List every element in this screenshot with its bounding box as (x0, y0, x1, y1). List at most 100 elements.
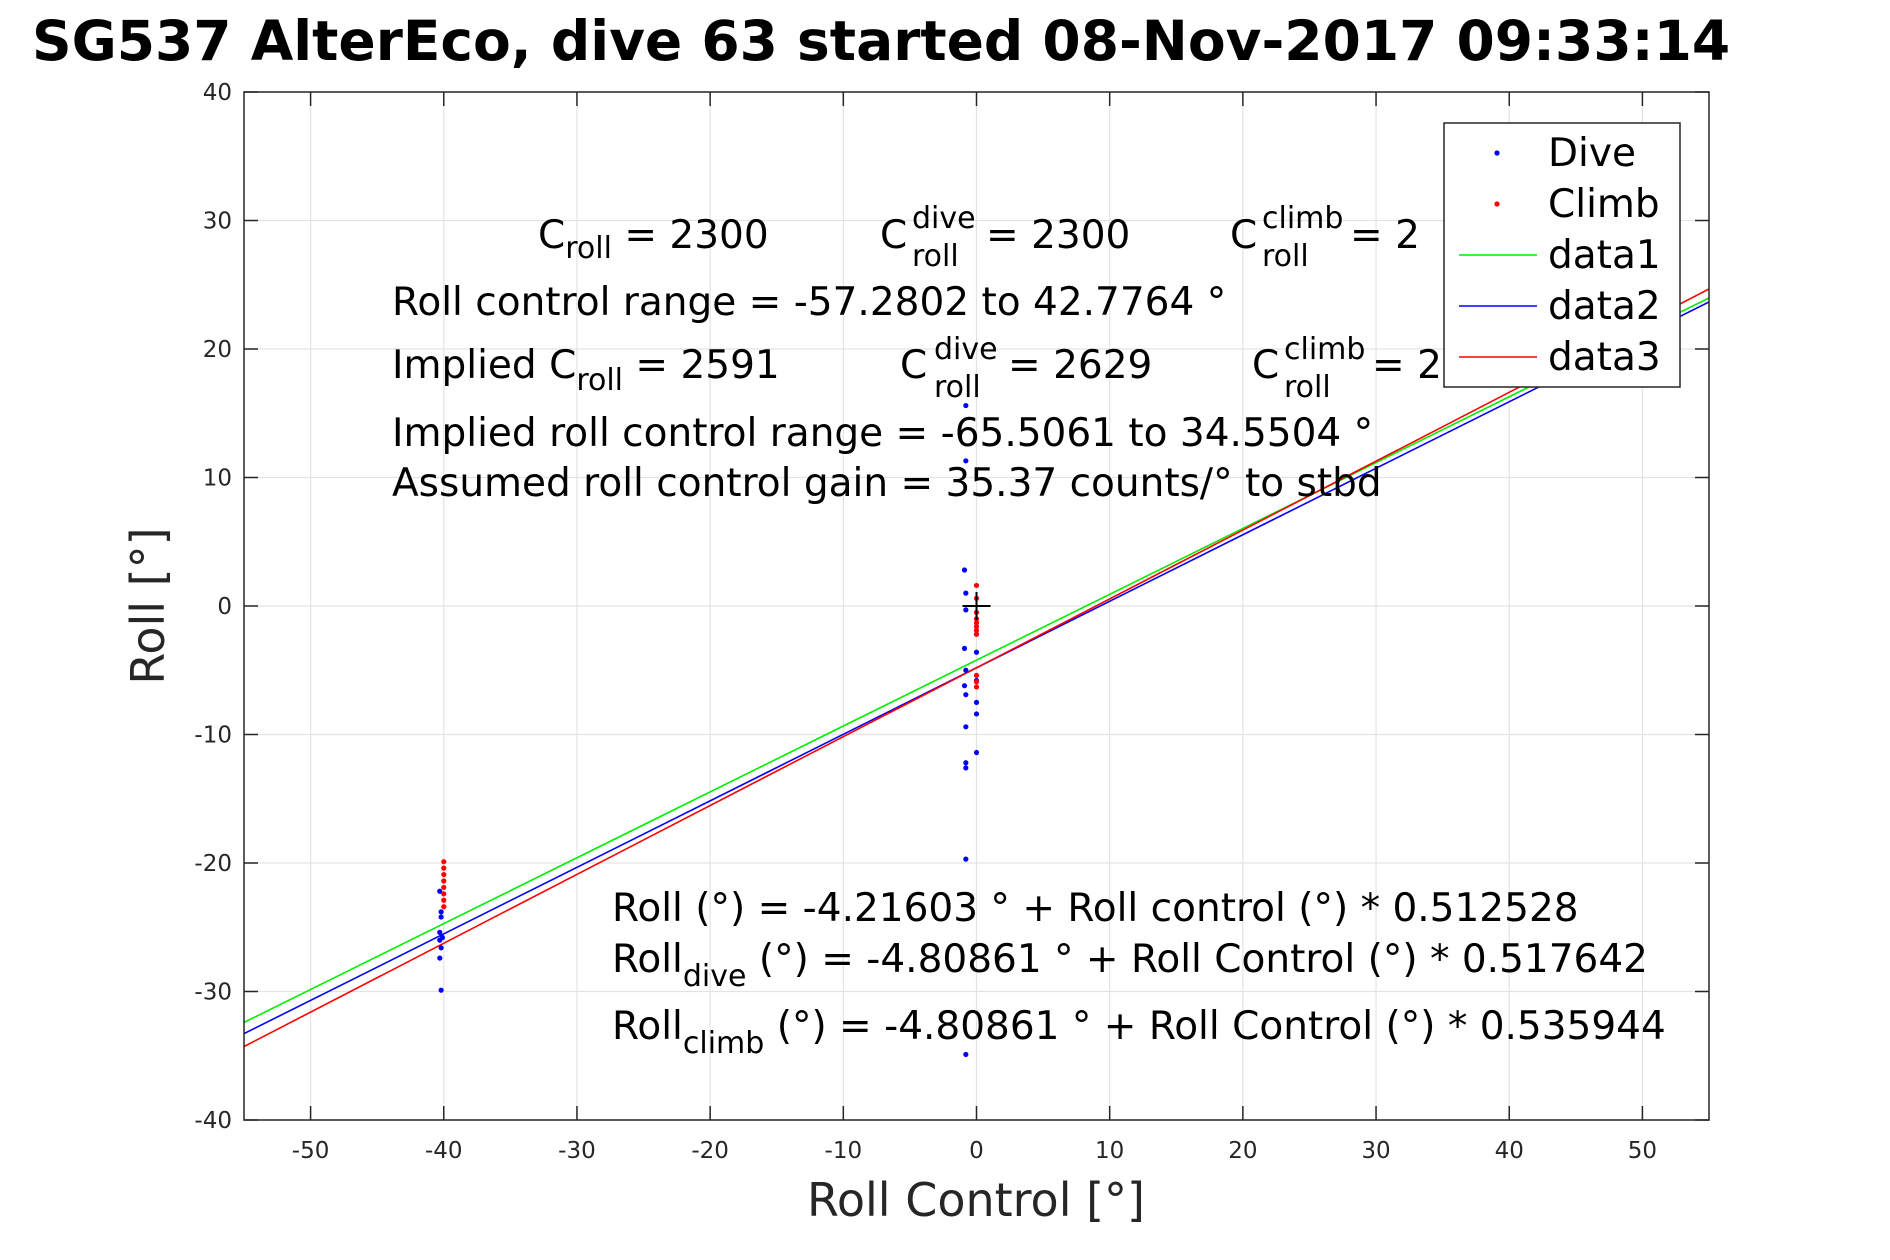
annotations: Croll = 2300 C dive roll = 2300 C climb … (392, 201, 1666, 1061)
chart-title: SG537 AlterEco, dive 63 started 08-Nov-2… (32, 9, 1730, 73)
point-dive (963, 607, 969, 613)
point-dive (438, 987, 444, 993)
annotation-implied-croll-dive-sup: dive (934, 332, 998, 367)
y-tick-label: -40 (194, 1108, 232, 1134)
point-climb (441, 904, 447, 910)
point-dive (963, 765, 969, 771)
axis-ticks: -50 -40 -30 -20 -10 0 10 20 30 40 50 40 30 20 10 0 -10 -2… (194, 80, 1709, 1164)
point-dive (438, 909, 444, 915)
x-tick-label: -40 (425, 1138, 463, 1164)
annotation-croll-dive-sup: dive (912, 201, 976, 236)
annotation-croll-dive-sub: roll (912, 239, 959, 274)
annotation-implied-croll-dive: C (900, 343, 927, 388)
x-tick-label: 50 (1628, 1138, 1657, 1164)
point-dive (963, 856, 969, 862)
annotation-croll-climb-value: = 2 (1350, 213, 1420, 258)
point-dive (963, 760, 969, 766)
y-axis-label: Roll [°] (121, 527, 175, 684)
point-dive (963, 692, 969, 698)
fit-lines (244, 288, 1709, 1048)
y-tick-label: 20 (203, 337, 232, 363)
x-tick-label: -10 (825, 1138, 863, 1164)
annotation-croll-dive: C (880, 213, 907, 258)
point-dive (963, 458, 969, 464)
legend: Dive Climb data1 data2 data3 (1443, 122, 1681, 388)
x-tick-label: 0 (969, 1138, 984, 1164)
point-dive (973, 649, 980, 655)
point-dive (963, 724, 969, 730)
x-tick-label: -20 (691, 1138, 729, 1164)
annotation-gain: Assumed roll control gain = 35.37 counts… (392, 461, 1382, 506)
annotation-implied-croll-climb-value: = 2 (1372, 343, 1442, 388)
y-tick-label: -20 (194, 851, 232, 877)
data-points (437, 402, 980, 1058)
annotation-implied-croll-dive-value: = 2629 (1008, 343, 1152, 388)
point-dive (973, 711, 980, 717)
point-climb (973, 620, 980, 626)
origin-marker (962, 592, 991, 620)
x-tick-label: 30 (1361, 1138, 1390, 1164)
point-dive (438, 914, 444, 920)
legend-label-data3: data3 (1548, 335, 1661, 380)
legend-label-dive: Dive (1548, 131, 1636, 176)
y-tick-label: 40 (203, 80, 232, 106)
point-climb (441, 878, 447, 884)
x-axis-label: Roll Control [°] (807, 1173, 1145, 1227)
point-dive (963, 1051, 969, 1058)
point-climb (441, 871, 447, 878)
point-dive (963, 667, 969, 673)
annotation-croll-climb-sup: climb (1262, 201, 1343, 236)
legend-label-data2: data2 (1548, 284, 1661, 329)
y-tick-label: 10 (203, 466, 232, 492)
annotation-fit-all: Roll (°) = -4.21603 ° + Roll control (°)… (612, 886, 1579, 931)
point-climb (973, 679, 980, 685)
point-dive (437, 955, 443, 961)
annotation-implied-croll-climb: C (1252, 343, 1279, 388)
annotation-implied-croll: Implied Croll = 2591 (392, 343, 780, 398)
y-tick-label: -30 (194, 980, 232, 1006)
point-climb (973, 623, 980, 630)
point-dive (961, 567, 968, 573)
annotation-fit-dive: Rolldive (°) = -4.80861 ° + Roll Control… (612, 937, 1648, 994)
point-dive (438, 945, 444, 951)
point-dive (963, 590, 969, 596)
point-climb (973, 684, 980, 690)
point-dive (961, 645, 968, 652)
annotation-croll-climb-sub: roll (1262, 239, 1309, 274)
point-climb (973, 582, 980, 589)
point-climb (973, 631, 980, 637)
annotation-implied-croll-climb-sub: roll (1284, 370, 1331, 405)
annotation-roll-control-range: Roll control range = -57.2802 to 42.7764… (392, 280, 1226, 325)
point-climb (973, 627, 980, 634)
x-tick-label: 20 (1228, 1138, 1257, 1164)
fit-line-data3 (244, 288, 1709, 1048)
point-climb (441, 865, 447, 871)
annotation-implied-croll-climb-sup: climb (1284, 332, 1365, 367)
point-dive (961, 683, 968, 689)
legend-label-climb: Climb (1548, 182, 1660, 227)
point-dive (963, 402, 969, 409)
annotation-implied-croll-dive-sub: roll (934, 370, 981, 405)
annotation-croll-dive-value: = 2300 (986, 213, 1130, 258)
y-tick-label: 30 (203, 209, 232, 235)
point-dive (973, 699, 980, 705)
point-dive (437, 888, 443, 894)
annotation-implied-range: Implied roll control range = -65.5061 to… (392, 411, 1373, 456)
point-dive (437, 937, 443, 943)
x-tick-label: -50 (292, 1138, 330, 1164)
point-dive (437, 929, 443, 935)
point-dive (973, 749, 980, 756)
point-climb (973, 672, 980, 678)
point-climb (441, 884, 447, 891)
point-climb (441, 891, 447, 897)
legend-swatch-climb (1494, 201, 1500, 207)
x-tick-label: 10 (1095, 1138, 1124, 1164)
y-tick-label: -10 (194, 723, 232, 749)
annotation-fit-climb: Rollclimb (°) = -4.80861 ° + Roll Contro… (612, 1004, 1666, 1061)
x-tick-label: 40 (1495, 1138, 1524, 1164)
annotation-croll: Croll = 2300 (538, 213, 769, 266)
x-tick-label: -30 (558, 1138, 596, 1164)
legend-label-data1: data1 (1548, 233, 1661, 278)
legend-swatch-dive (1494, 150, 1500, 156)
